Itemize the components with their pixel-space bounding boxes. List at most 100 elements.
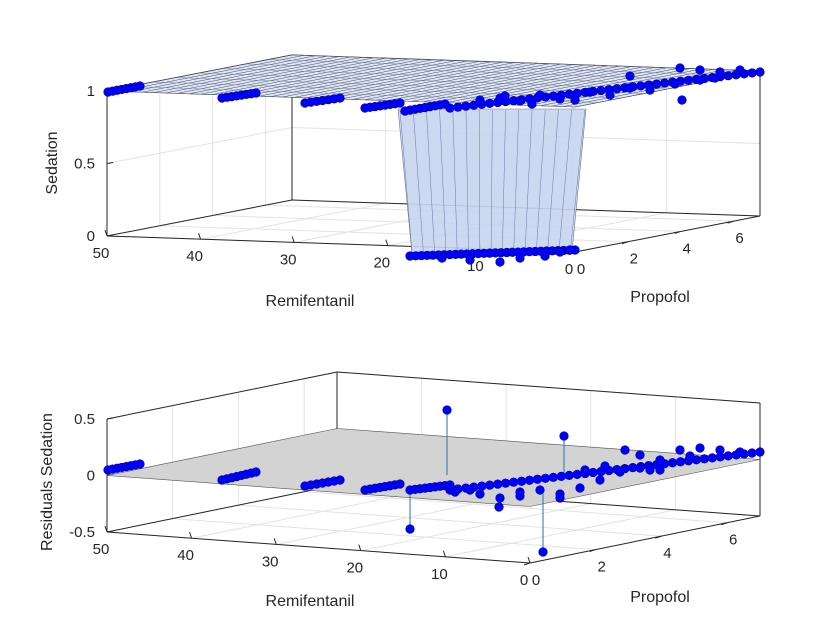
z-tick-label: 0 [87, 468, 95, 485]
data-point [548, 472, 558, 482]
z-axis-label: Residuals Sedation [39, 413, 56, 551]
surface-well [397, 108, 587, 255]
grid-line [276, 496, 507, 545]
axis-edge [336, 371, 761, 404]
data-point [335, 93, 345, 103]
y-tick-label: 2 [630, 251, 638, 268]
data-point [494, 502, 504, 512]
data-point [395, 479, 405, 489]
data-point [493, 479, 503, 489]
data-point [635, 450, 645, 460]
axis-edge [106, 371, 338, 420]
data-point [508, 477, 519, 487]
data-point [723, 71, 733, 81]
grid-line [191, 490, 422, 539]
z-tick [106, 234, 114, 237]
data-point [475, 489, 485, 499]
data-point [615, 467, 625, 477]
data-point [515, 253, 525, 263]
data-point [516, 476, 527, 486]
x-tick [273, 538, 277, 545]
x-tick-label: 20 [373, 255, 390, 272]
axis-edge [106, 484, 338, 533]
data-point [540, 473, 550, 483]
data-point [715, 445, 725, 455]
grid-line [172, 518, 596, 551]
data-point [501, 478, 511, 488]
data-point [535, 485, 545, 495]
y-tick [655, 535, 662, 539]
axis-edge [106, 199, 293, 237]
z-tick-label: -0.5 [69, 524, 95, 541]
data-point [535, 90, 545, 100]
z-tick [106, 530, 114, 533]
data-point [723, 451, 733, 461]
y-tick-label: 6 [729, 532, 737, 549]
data-point [465, 485, 475, 495]
x-tick-label: 0 [520, 572, 528, 589]
data-point [251, 88, 261, 98]
surface-mesh-line [412, 109, 424, 253]
x-tick [189, 532, 193, 539]
data-point [707, 453, 717, 463]
surface-mesh-line [245, 63, 714, 81]
data-markers [103, 63, 765, 267]
surface-mesh-line [536, 109, 546, 253]
residual-plane [106, 428, 761, 507]
z-tick-label: 0.5 [74, 156, 95, 173]
data-point [635, 463, 645, 473]
y-tick [727, 220, 734, 224]
surface-mesh-line [465, 109, 469, 253]
data-point [565, 245, 575, 255]
data-point [735, 447, 745, 457]
data-point [135, 459, 145, 469]
x-tick-label: 20 [346, 560, 363, 577]
data-point [695, 75, 705, 85]
surface-mesh-line [558, 109, 572, 253]
data-point [695, 65, 705, 75]
tick-labels: 0 10 20 30 40 50 0 2 4 6 -0.5 0 0.5 [69, 411, 737, 589]
z-tick-label: 0.5 [74, 411, 95, 428]
data-point [556, 471, 566, 481]
data-point [600, 461, 610, 471]
data-point [495, 493, 505, 503]
data-point [747, 448, 757, 458]
data-markers [103, 405, 765, 557]
data-point [715, 67, 725, 77]
data-point [655, 455, 665, 465]
surface-mesh-line [513, 109, 520, 253]
z-tick-label: 1 [87, 83, 95, 100]
y-tick [523, 562, 531, 566]
data-point [437, 253, 447, 263]
y-tick-label: 6 [735, 230, 743, 247]
surface-mesh-line [426, 109, 435, 253]
x-tick [385, 239, 389, 246]
x-tick-label: 10 [431, 566, 448, 583]
x-tick-label: 40 [186, 248, 203, 265]
data-point [527, 99, 537, 109]
x-tick [442, 550, 446, 557]
y-tick-label: 2 [598, 559, 606, 576]
data-point [595, 475, 605, 485]
surface-mesh-line [547, 109, 559, 253]
x-tick [104, 229, 108, 237]
y-tick-label: 0 [532, 572, 540, 589]
y-tick-label: 4 [683, 240, 691, 257]
surface-mesh-line [268, 59, 737, 76]
data-point [683, 75, 694, 85]
data-point [572, 469, 582, 480]
surface-mesh-line [490, 109, 493, 253]
residual-stems [409, 410, 565, 552]
surface-mesh-line [439, 109, 447, 253]
z-tick [106, 162, 114, 164]
y-tick-label: 0 [577, 261, 585, 278]
x-tick [104, 525, 108, 533]
axis-edge [574, 215, 761, 253]
x-tick [291, 236, 295, 243]
data-point [500, 91, 510, 101]
data-point [605, 90, 615, 100]
data-point [475, 95, 485, 105]
x-tick [198, 233, 202, 240]
